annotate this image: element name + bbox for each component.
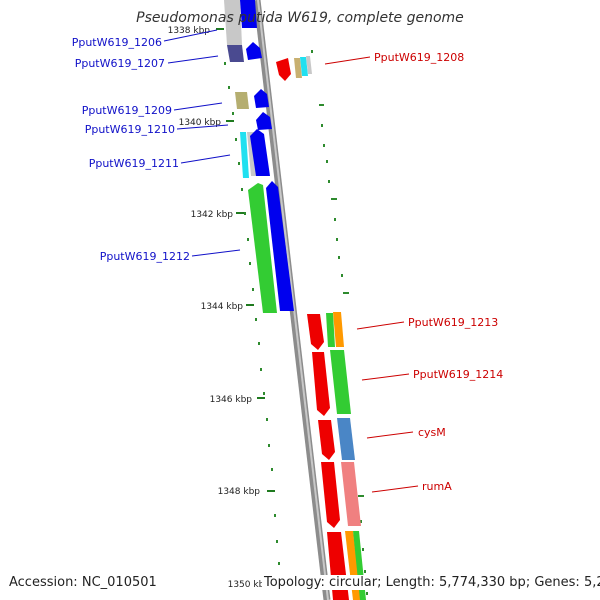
gene-cds-1213[interactable]	[307, 314, 324, 350]
gene-cds-cysM[interactable]	[318, 420, 335, 460]
topology-label: Topology:	[264, 575, 325, 590]
gene-label-1210[interactable]: PputW619_1210	[85, 123, 175, 136]
accession-value: NC_010501	[81, 575, 157, 590]
leader-line	[324, 56, 371, 65]
gene-label-1206[interactable]: PputW619_1206	[72, 36, 162, 49]
tick-mark	[236, 212, 244, 214]
gene-feature-1209[interactable]	[235, 92, 249, 109]
gene-label-cysM[interactable]: cysM	[418, 426, 446, 439]
inner-dotted-guide	[224, 62, 280, 565]
gene-feature-1212-green[interactable]	[248, 183, 277, 313]
map-title: Pseudomonas putida W619, complete genome	[136, 10, 464, 26]
gene-feature-1211-cyan[interactable]	[240, 132, 249, 178]
gene-label-1214[interactable]: PputW619_1214	[413, 368, 503, 381]
gene-feature-1208-cyan[interactable]	[300, 57, 308, 76]
gene-cds-1211[interactable]	[250, 129, 270, 176]
tick-label: 1350 kbp	[228, 580, 271, 590]
reverse-features	[276, 56, 366, 600]
gene-label-1213[interactable]: PputW619_1213	[408, 316, 498, 329]
leader-line	[173, 102, 223, 111]
gene-cds-1206[interactable]	[240, 0, 257, 28]
gene-feature-top-navy[interactable]	[227, 45, 244, 62]
tick-mark	[257, 397, 265, 399]
leader-line	[361, 373, 410, 381]
gene-label-rumA[interactable]: rumA	[422, 480, 452, 493]
leader-line	[366, 431, 414, 439]
tick-label: 1338 kbp	[168, 26, 211, 36]
genes-label: Genes:	[534, 575, 580, 590]
tick-mark	[246, 304, 254, 306]
gene-label-1212[interactable]: PputW619_1212	[100, 250, 190, 263]
gene-feature-rumA-pink[interactable]	[341, 462, 361, 526]
gene-cds-rumA[interactable]	[321, 462, 340, 528]
tick-mark	[216, 28, 224, 30]
gene-feature-1213-orange[interactable]	[333, 312, 344, 347]
genes-value: 5,280	[583, 575, 600, 590]
gene-cds-1214[interactable]	[312, 352, 330, 416]
accession-label: Accession:	[9, 575, 78, 590]
gene-feature-1208-grey[interactable]	[306, 56, 312, 74]
gene-feature-top-grey[interactable]	[224, 0, 242, 45]
gene-label-1209[interactable]: PputW619_1209	[82, 104, 172, 117]
gene-label-1211[interactable]: PputW619_1211	[89, 157, 179, 170]
topology-value: circular	[328, 575, 378, 590]
leader-line	[191, 249, 241, 257]
gene-cds-1212[interactable]	[266, 181, 294, 311]
gene-cds-1207[interactable]	[246, 42, 262, 60]
gene-labels: PputW619_1206 PputW619_1207 PputW619_120…	[72, 36, 504, 493]
leader-line	[180, 154, 231, 164]
ruler-labels: 1338 kbp 1340 kbp 1342 kbp 1344 kbp 1346…	[168, 26, 271, 590]
tick-mark	[267, 490, 275, 492]
tick-label: 1344 kbp	[201, 302, 244, 312]
gene-feature-1208-tan[interactable]	[294, 58, 302, 78]
forward-features	[224, 0, 294, 313]
accession-info: Accession: NC_010501	[9, 575, 157, 590]
length-value: 5,774,330 bp	[439, 575, 526, 590]
gene-label-1207[interactable]: PputW619_1207	[75, 57, 165, 70]
leader-line	[163, 29, 218, 42]
leader-line	[167, 55, 219, 64]
gene-cds-1208[interactable]	[276, 58, 291, 81]
tick-mark	[226, 120, 234, 122]
leader-line	[356, 321, 405, 330]
leader-line	[176, 124, 229, 130]
leader-line	[371, 485, 419, 493]
gene-cds-1210b[interactable]	[256, 112, 272, 130]
backbone-highlight	[257, 0, 329, 600]
gene-label-1208[interactable]: PputW619_1208	[374, 51, 464, 64]
tick-label: 1346 kbp	[210, 395, 253, 405]
tick-label: 1340 kbp	[179, 118, 222, 128]
genome-stats: Topology: circular; Length: 5,774,330 bp…	[262, 575, 600, 590]
gene-cds-1210[interactable]	[254, 89, 269, 108]
tick-label: 1342 kbp	[191, 210, 234, 220]
gene-feature-cysM-steelblue[interactable]	[337, 418, 355, 460]
gene-feature-1214-green[interactable]	[330, 350, 351, 414]
gene-feature-1213-green[interactable]	[326, 313, 335, 347]
label-leaders	[163, 29, 419, 493]
tick-label: 1348 kbp	[218, 487, 261, 497]
length-label: Length:	[385, 575, 435, 590]
